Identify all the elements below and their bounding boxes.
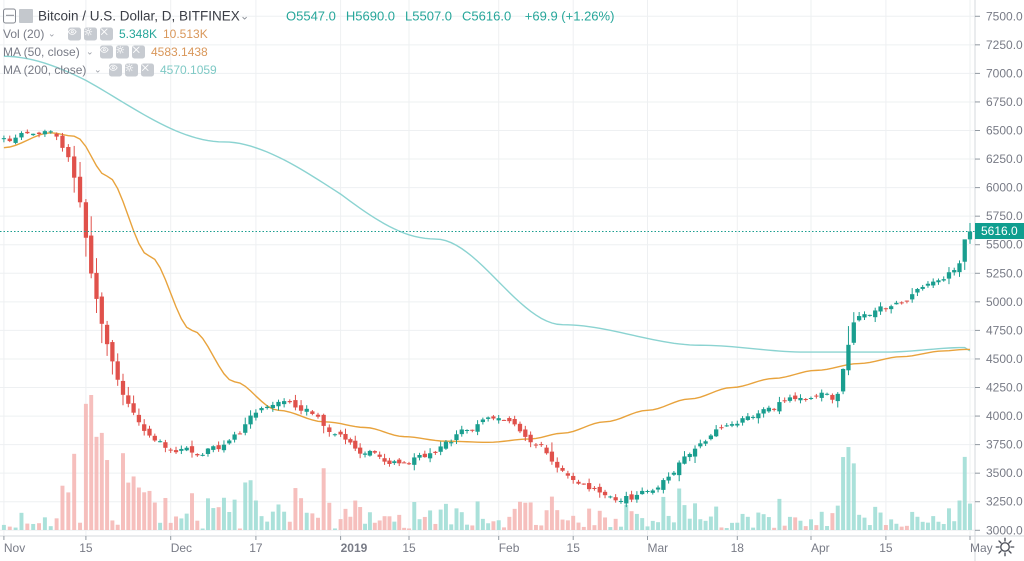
svg-text:5750.0: 5750.0 (986, 209, 1023, 223)
svg-text:Mar: Mar (648, 541, 669, 555)
svg-text:May: May (970, 541, 993, 555)
svg-text:15: 15 (567, 541, 581, 555)
svg-text:7500.0: 7500.0 (986, 9, 1023, 23)
svg-text:7250.0: 7250.0 (986, 38, 1023, 52)
svg-text:Nov: Nov (4, 541, 25, 555)
svg-text:18: 18 (731, 541, 745, 555)
svg-text:5000.0: 5000.0 (986, 295, 1023, 309)
svg-text:6750.0: 6750.0 (986, 95, 1023, 109)
svg-text:7000.0: 7000.0 (986, 66, 1023, 80)
svg-text:Apr: Apr (811, 541, 830, 555)
svg-text:15: 15 (79, 541, 93, 555)
svg-text:Feb: Feb (499, 541, 520, 555)
svg-text:5250.0: 5250.0 (986, 266, 1023, 280)
svg-text:15: 15 (879, 541, 893, 555)
svg-text:5500.0: 5500.0 (986, 238, 1023, 252)
svg-text:Dec: Dec (171, 541, 192, 555)
svg-text:3250.0: 3250.0 (986, 495, 1023, 509)
svg-text:15: 15 (402, 541, 416, 555)
svg-text:4000.0: 4000.0 (986, 409, 1023, 423)
svg-text:17: 17 (249, 541, 263, 555)
svg-text:3500.0: 3500.0 (986, 466, 1023, 480)
svg-text:6250.0: 6250.0 (986, 152, 1023, 166)
svg-text:2019: 2019 (341, 541, 368, 555)
svg-text:4750.0: 4750.0 (986, 323, 1023, 337)
svg-text:4500.0: 4500.0 (986, 352, 1023, 366)
svg-text:6500.0: 6500.0 (986, 124, 1023, 138)
svg-text:3750.0: 3750.0 (986, 438, 1023, 452)
svg-text:3000.0: 3000.0 (986, 523, 1023, 537)
svg-text:6000.0: 6000.0 (986, 181, 1023, 195)
svg-text:4250.0: 4250.0 (986, 381, 1023, 395)
